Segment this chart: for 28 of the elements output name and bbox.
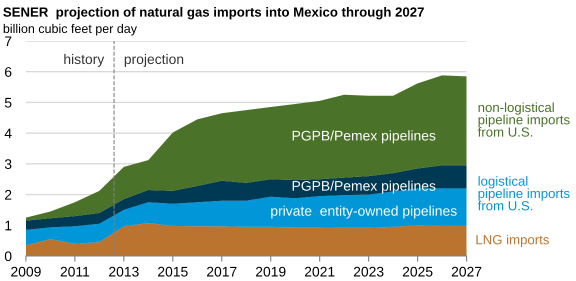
series-label: PGPB/Pemex pipelines	[292, 180, 436, 194]
x-tick-label: 2015	[158, 266, 188, 277]
y-tick-label: 4	[4, 128, 12, 138]
x-tick-label: 2017	[207, 266, 237, 277]
chart-title: SENER projection of natural gas imports into Mexico through 2027	[3, 7, 424, 20]
x-tick-label: 2027	[452, 266, 482, 277]
chart-subtitle: billion cubic feet per day	[4, 24, 137, 36]
y-tick-label: 2	[5, 190, 12, 200]
y-tick-label: 6	[5, 67, 12, 77]
series-label: PGPB/Pemex pipelines	[292, 130, 436, 144]
x-tick-label: 2021	[304, 266, 334, 277]
x-tick-label: 2013	[109, 266, 139, 277]
series-label: LNG imports	[476, 234, 549, 247]
annotation: non-logistical pipeline imports from U.S.	[478, 102, 570, 137]
annotation: history	[64, 54, 104, 67]
x-tick-label: 2025	[402, 266, 432, 277]
y-tick-label: 5	[4, 98, 12, 108]
x-tick-label: 2019	[256, 266, 286, 277]
annotation: projection	[124, 54, 184, 67]
y-tick-label: 3	[4, 159, 12, 170]
x-tick-label: 2023	[354, 266, 384, 277]
annotation: logistical pipeline imports from U.S.	[478, 176, 570, 210]
y-tick-label: 7	[5, 36, 12, 46]
y-tick-label: 0	[4, 251, 12, 262]
x-tick-label: 2011	[60, 266, 90, 277]
x-tick-label: 2009	[11, 266, 41, 277]
series-label: private entity-owned pipelines	[271, 206, 457, 219]
y-tick-label: 1	[5, 220, 12, 230]
